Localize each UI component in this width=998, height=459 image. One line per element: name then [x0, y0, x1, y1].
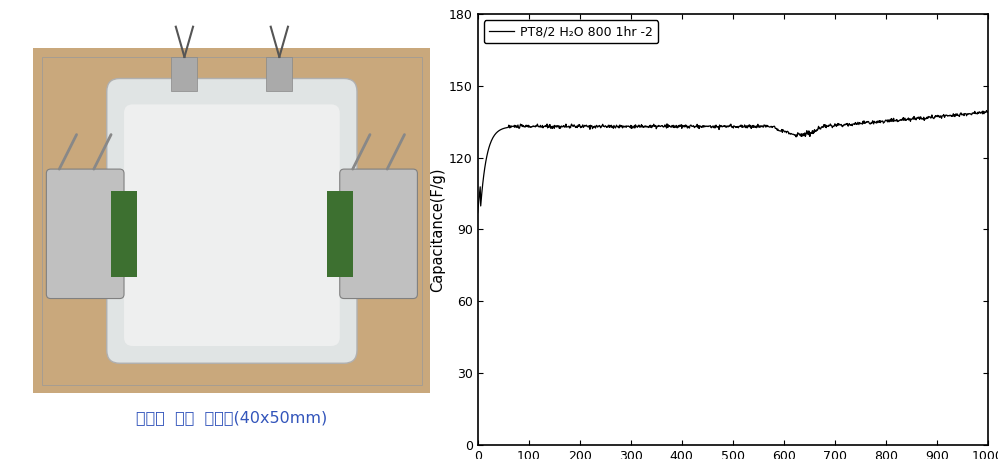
Bar	[111, 190, 137, 277]
FancyBboxPatch shape	[46, 169, 124, 298]
PT8/2 H₂O 800 1hr -2	[980, 108, 992, 113]
PT8/2 H₂O 800 1hr -2	[923, 114, 935, 119]
FancyBboxPatch shape	[107, 78, 357, 363]
PT8/2 H₂O 800 1hr -2	[472, 210, 484, 215]
FancyBboxPatch shape	[124, 104, 339, 346]
Legend: PT8/2 H₂O 800 1hr -2: PT8/2 H₂O 800 1hr -2	[484, 20, 658, 43]
PT8/2 H₂O 800 1hr -2	[575, 124, 587, 129]
PT8/2 H₂O 800 1hr -2	[869, 120, 881, 125]
PT8/2 H₂O 800 1hr -2	[982, 110, 994, 115]
Text: 파우치  타입  시제품(40x50mm): 파우치 타입 시제품(40x50mm)	[137, 410, 327, 425]
FancyBboxPatch shape	[339, 169, 417, 298]
Bar	[33, 48, 430, 393]
PT8/2 H₂O 800 1hr -2	[503, 123, 515, 128]
PT8/2 H₂O 800 1hr -2	[957, 111, 969, 117]
Bar	[326, 190, 352, 277]
Bar	[266, 57, 292, 91]
Y-axis label: Capacitance(F/g): Capacitance(F/g)	[430, 167, 445, 292]
Bar	[172, 57, 198, 91]
Line: PT8/2 H₂O 800 1hr -2: PT8/2 H₂O 800 1hr -2	[478, 111, 988, 213]
PT8/2 H₂O 800 1hr -2	[888, 118, 900, 123]
